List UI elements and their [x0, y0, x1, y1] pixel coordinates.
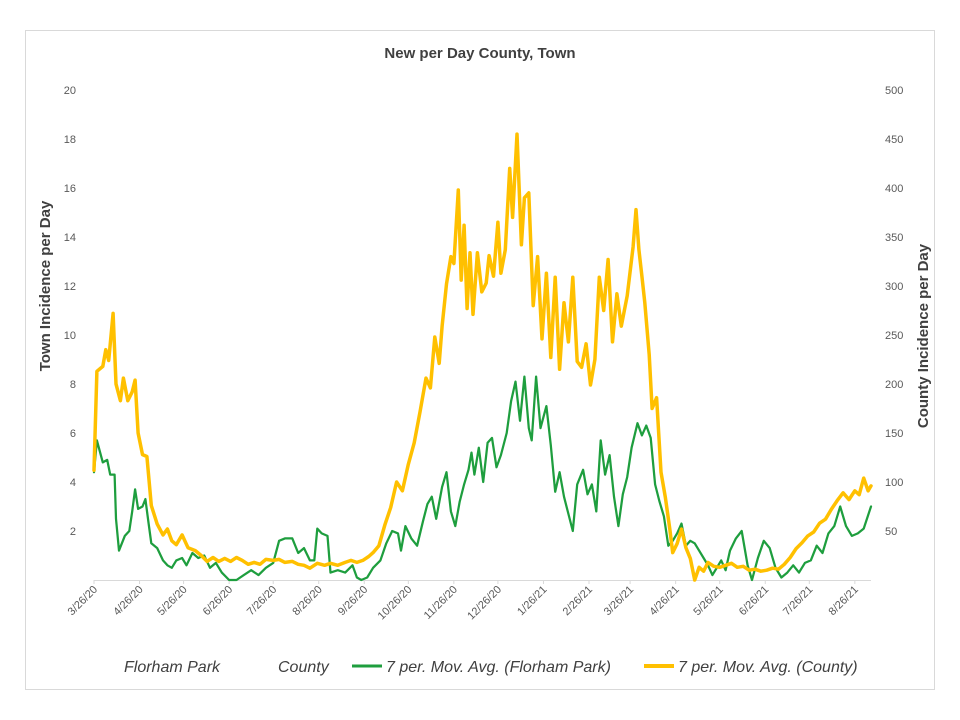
x-tick-label: 11/26/20 — [422, 584, 460, 622]
x-tick-label: 3/26/20 — [66, 584, 100, 618]
legend-label-florham-park: Florham Park — [124, 659, 221, 676]
y-tick-label: 14 — [64, 232, 76, 244]
series-layer — [92, 132, 873, 582]
y-tick-label: 4 — [70, 477, 76, 489]
y-tick-label: 2 — [70, 526, 76, 538]
x-tick-label: 7/26/21 — [781, 584, 815, 618]
y-tick-label: 18 — [64, 134, 76, 146]
y2-tick-label: 350 — [885, 232, 903, 244]
y2-axis-ticks: 500 450 400 350 300 250 200 150 100 50 — [885, 85, 903, 538]
x-tick-label: 7/26/20 — [245, 584, 279, 618]
legend-label-county-avg: 7 per. Mov. Avg. (County) — [678, 659, 858, 676]
x-tick-label: 4/26/21 — [647, 584, 681, 618]
x-tick-label: 12/26/20 — [465, 584, 504, 623]
x-tick-label: 2/26/21 — [561, 584, 595, 618]
chart-title: New per Day County, Town — [384, 45, 575, 62]
y2-tick-label: 300 — [885, 281, 903, 293]
y-tick-label: 8 — [70, 379, 76, 391]
x-tick-label: 1/26/21 — [515, 584, 549, 618]
series-line-florham-park-avg — [92, 375, 873, 582]
legend-label-florham-park-avg: 7 per. Mov. Avg. (Florham Park) — [386, 659, 611, 676]
legend: Florham Park County 7 per. Mov. Avg. (Fl… — [124, 659, 858, 676]
x-tick-label: 6/26/20 — [201, 584, 235, 618]
y-tick-label: 6 — [70, 428, 76, 440]
y2-tick-label: 100 — [885, 477, 903, 489]
chart-svg: New per Day County, Town Town Incidence … — [37, 45, 932, 676]
chart-frame: New per Day County, Town Town Incidence … — [25, 30, 935, 690]
y2-tick-label: 50 — [885, 526, 897, 538]
y2-tick-label: 200 — [885, 379, 903, 391]
y-axis-ticks: 20 18 16 14 12 10 8 6 4 2 — [64, 85, 76, 538]
y-tick-label: 12 — [64, 281, 76, 293]
y2-tick-label: 250 — [885, 330, 903, 342]
x-tick-label: 3/26/21 — [602, 584, 636, 618]
x-tick-label: 4/26/20 — [111, 584, 145, 618]
x-tick-label: 10/26/20 — [376, 584, 415, 623]
y-tick-label: 10 — [64, 330, 76, 342]
y2-tick-label: 500 — [885, 85, 903, 97]
y2-tick-label: 400 — [885, 183, 903, 195]
series-line-county-avg — [92, 132, 873, 582]
x-tick-label: 5/26/20 — [155, 584, 189, 618]
y-axis-title: Town Incidence per Day — [37, 200, 54, 371]
x-axis-ticks: 3/26/20 4/26/20 5/26/20 6/26/20 7/26/20 8/26/… — [66, 580, 861, 622]
legend-label-county: County — [278, 659, 330, 676]
x-tick-label: 5/26/21 — [691, 584, 725, 618]
x-tick-label: 9/26/20 — [336, 584, 370, 618]
x-tick-label: 8/26/21 — [827, 584, 861, 618]
y-tick-label: 20 — [64, 85, 76, 97]
y2-tick-label: 150 — [885, 428, 903, 440]
y2-tick-label: 450 — [885, 134, 903, 146]
x-tick-label: 6/26/21 — [737, 584, 771, 618]
y2-axis-title: County Incidence per Day — [915, 243, 932, 428]
y-tick-label: 16 — [64, 183, 76, 195]
x-tick-label: 8/26/20 — [290, 584, 324, 618]
